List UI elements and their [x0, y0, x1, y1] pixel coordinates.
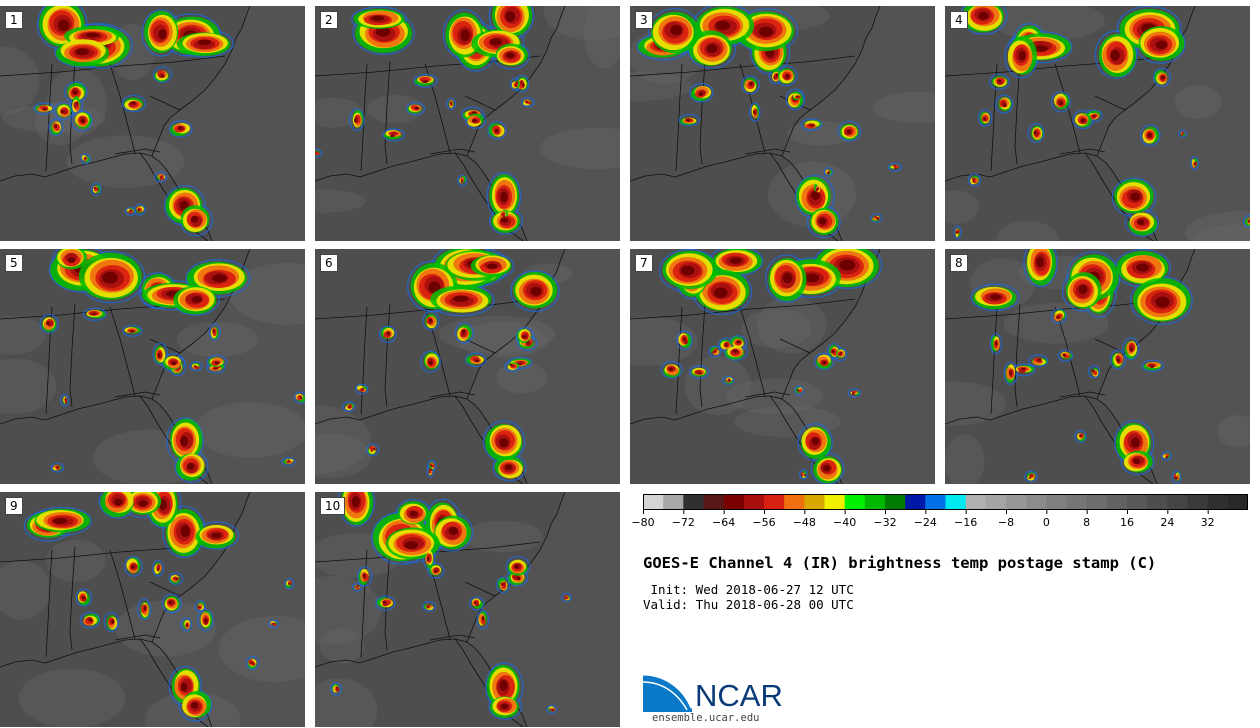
colorbar-segment	[1207, 494, 1229, 510]
temperature-colorbar	[643, 494, 1248, 514]
stamp-panel-7: 7	[630, 249, 935, 484]
stamp-panel-1: 1	[0, 6, 305, 241]
ir-satellite-map	[945, 6, 1250, 241]
panel-number: 6	[320, 254, 338, 272]
colorbar-segment	[1147, 494, 1168, 510]
colorbar-segment	[1086, 494, 1108, 510]
ir-satellite-map	[630, 6, 935, 241]
convective-clouds	[636, 6, 903, 239]
colorbar-tick-label: 0	[1042, 516, 1050, 529]
valid-time: Valid: Thu 2018-06-28 00 UTC	[643, 597, 854, 612]
panel-number: 1	[5, 11, 23, 29]
colorbar-segment	[1046, 494, 1067, 510]
colorbar-tick-label: −16	[954, 516, 978, 529]
colorbar-segment	[1006, 494, 1027, 510]
colorbar-segment	[1066, 494, 1088, 510]
colorbar-segment	[743, 494, 765, 510]
colorbar-tick-label: 24	[1160, 516, 1175, 529]
convective-clouds	[953, 6, 1250, 240]
stamp-panel-4: 4	[945, 6, 1250, 241]
ir-satellite-map	[945, 249, 1250, 484]
ir-satellite-map	[0, 492, 305, 727]
convective-clouds	[39, 249, 305, 483]
panel-number: 8	[950, 254, 968, 272]
ncar-logo: NCAR	[695, 678, 783, 713]
stamp-panel-5: 5	[0, 249, 305, 484]
panel-number: 3	[635, 11, 653, 29]
stamp-panel-9: 9	[0, 492, 305, 727]
ir-satellite-map	[0, 249, 305, 484]
ir-satellite-map	[315, 492, 620, 727]
colorbar-segment	[703, 494, 725, 510]
colorbar-tick-label: −40	[833, 516, 857, 529]
colorbar-segment	[1167, 494, 1188, 510]
colorbar-segment	[1106, 494, 1128, 510]
stamp-panel-2: 2	[315, 6, 620, 241]
convective-clouds	[33, 6, 234, 237]
colorbar-tick-label: −72	[671, 516, 695, 529]
colorbar-segment	[844, 494, 866, 510]
colorbar-segment	[945, 494, 967, 510]
init-time: Init: Wed 2018-06-27 12 UTC	[643, 582, 854, 597]
colorbar-tick-label: −56	[752, 516, 776, 529]
colorbar-segment	[723, 494, 745, 510]
convective-clouds	[970, 249, 1193, 484]
colorbar-segment	[804, 494, 825, 510]
colorbar-tick-label: −32	[873, 516, 897, 529]
colorbar-segment	[764, 494, 785, 510]
convective-clouds	[23, 492, 295, 722]
colorbar-tick-label: −24	[913, 516, 937, 529]
colorbar-tick-label: 32	[1200, 516, 1215, 529]
logo-url: ensemble.ucar.edu	[652, 712, 760, 724]
colorbar-segment	[1127, 494, 1148, 510]
colorbar-segment	[663, 494, 684, 510]
colorbar-segment	[643, 494, 664, 510]
colorbar-segment	[683, 494, 704, 510]
colorbar-segment	[824, 494, 846, 510]
colorbar-segment	[965, 494, 987, 510]
stamp-panel-10: 10	[315, 492, 620, 727]
colorbar-segment	[1227, 494, 1248, 510]
colorbar-tick-label: −64	[712, 516, 736, 529]
colorbar-segment	[784, 494, 805, 510]
panel-number: 7	[635, 254, 653, 272]
panel-number: 4	[950, 11, 968, 29]
ir-satellite-map	[315, 6, 620, 241]
colorbar-tick-label: 8	[1083, 516, 1091, 529]
stamp-panel-3: 3	[630, 6, 935, 241]
colorbar-frame	[643, 494, 1248, 510]
panel-number: 9	[5, 497, 23, 515]
colorbar-tick-label: −8	[997, 516, 1015, 529]
ir-satellite-map	[630, 249, 935, 484]
convective-clouds	[342, 249, 560, 482]
colorbar-tick-label: −48	[792, 516, 816, 529]
convective-clouds	[315, 6, 535, 235]
ir-satellite-map	[315, 249, 620, 484]
stamp-panel-8: 8	[945, 249, 1250, 484]
colorbar-segment	[864, 494, 886, 510]
ncar-logo-mark	[643, 672, 693, 712]
ir-satellite-map	[0, 6, 305, 241]
colorbar-segment	[905, 494, 926, 510]
panel-number: 10	[320, 497, 346, 515]
colorbar-segment	[925, 494, 946, 510]
colorbar-segment	[985, 494, 1007, 510]
convective-clouds	[658, 249, 883, 484]
figure-title: GOES-E Channel 4 (IR) brightness temp po…	[643, 554, 1157, 572]
stamp-panel-6: 6	[315, 249, 620, 484]
colorbar-segment	[885, 494, 906, 510]
panel-number: 2	[320, 11, 338, 29]
colorbar-segment	[1187, 494, 1209, 510]
panel-number: 5	[5, 254, 23, 272]
colorbar-tick-label: 16	[1120, 516, 1134, 529]
convective-clouds	[330, 492, 572, 720]
colorbar-segment	[1026, 494, 1047, 510]
colorbar-tick-label: −80	[631, 516, 655, 529]
